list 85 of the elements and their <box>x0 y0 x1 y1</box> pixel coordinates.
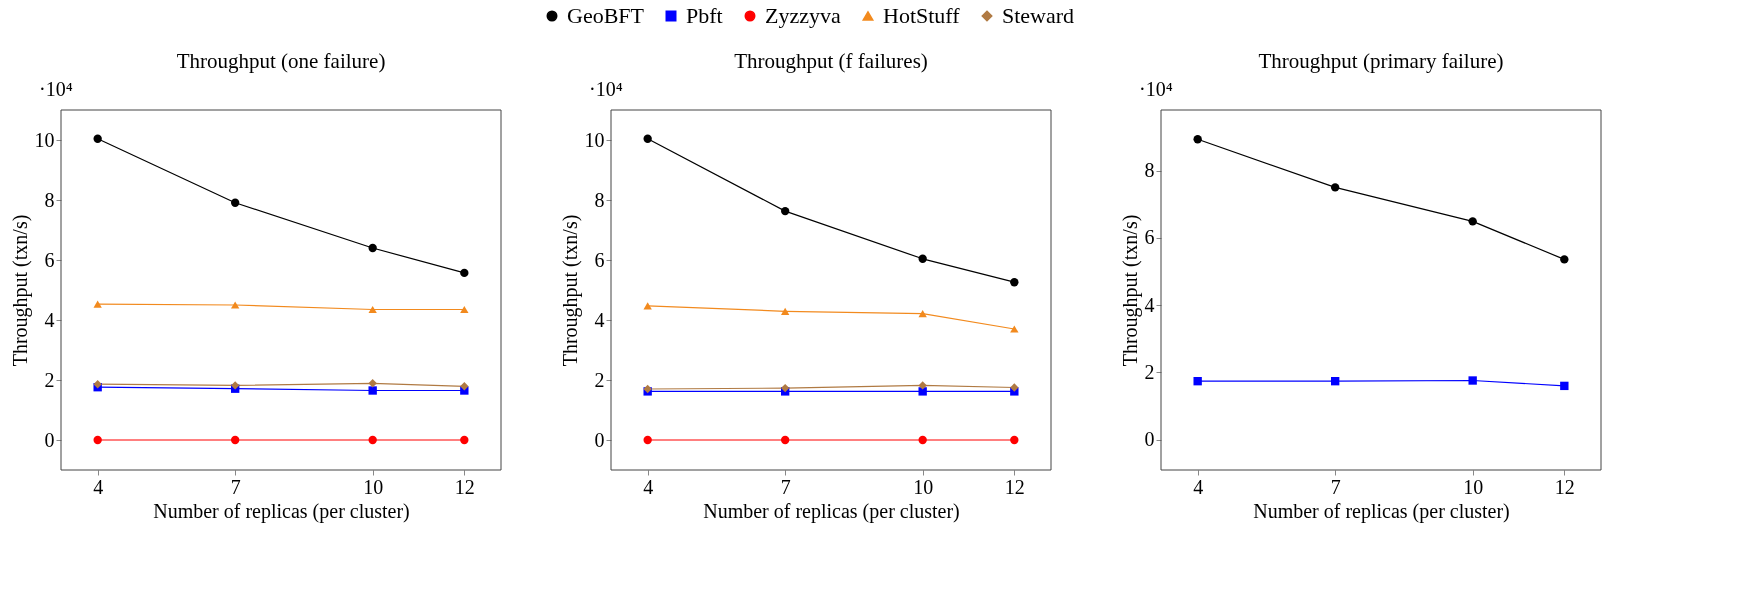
x-tick-label: 7 <box>780 475 791 498</box>
point <box>918 310 927 318</box>
point <box>1468 217 1477 226</box>
point <box>230 435 240 445</box>
x-tick-label: 12 <box>1004 475 1025 498</box>
y-tick-label: 4 <box>44 308 55 331</box>
point <box>780 435 790 445</box>
point <box>643 302 652 310</box>
point <box>230 198 240 207</box>
x-axis-title: Number of replicas (per cluster) <box>153 499 410 523</box>
point <box>1560 381 1569 391</box>
y-tick-label: 2 <box>594 368 605 391</box>
point <box>460 305 469 314</box>
y-tick-label: 8 <box>44 188 55 211</box>
legend-label: Pbft <box>686 3 723 28</box>
y-tick-label: 8 <box>594 188 605 211</box>
x-axis-title: Number of replicas (per cluster) <box>703 499 960 523</box>
y-tick-label: 0 <box>1144 428 1155 451</box>
point <box>918 387 927 396</box>
point <box>1010 278 1019 287</box>
text: ·10⁴ <box>589 78 623 100</box>
y-tick-label: 10 <box>584 128 605 151</box>
point <box>918 254 927 263</box>
point <box>780 307 790 315</box>
point <box>368 435 377 445</box>
point <box>230 301 240 309</box>
y-axis-title: Throughput (txn/s) <box>1118 214 1142 367</box>
x-tick-label: 12 <box>1554 475 1575 498</box>
point <box>1193 135 1202 144</box>
y-tick-label: 0 <box>44 428 55 451</box>
y-tick-label: 2 <box>44 368 55 391</box>
y-axis-title: Throughput (txn/s) <box>8 214 32 367</box>
point <box>368 386 377 395</box>
y-tick-label: 4 <box>594 308 605 331</box>
y-tick-label: 2 <box>1144 360 1155 383</box>
point <box>93 134 102 143</box>
y-tick-label: 6 <box>44 248 55 271</box>
point <box>780 383 790 393</box>
point <box>93 300 102 308</box>
x-tick-label: 10 <box>913 475 934 498</box>
x-axis-title: Number of replicas (per cluster) <box>1253 499 1510 523</box>
x-tick-label: 12 <box>454 475 475 498</box>
point <box>368 243 377 253</box>
legend-label: HotStuff <box>883 3 961 28</box>
point <box>918 435 927 445</box>
point <box>918 381 927 390</box>
chart-title: Throughput (one failure) <box>176 49 386 73</box>
legend-label: Steward <box>1002 3 1075 28</box>
point <box>643 134 652 143</box>
point <box>368 379 377 388</box>
chart-title: Throughput (primary failure) <box>1258 49 1504 73</box>
point <box>1010 383 1019 392</box>
chart-title: Throughput (f failures) <box>734 49 928 73</box>
point <box>368 305 377 314</box>
point <box>460 435 469 445</box>
y-tick-label: 0 <box>594 428 605 451</box>
y-tick-label: 4 <box>1144 293 1155 316</box>
text: ·10⁴ <box>39 78 73 100</box>
point <box>1560 255 1569 264</box>
x-tick-label: 7 <box>1330 475 1341 498</box>
text: ·10⁴ <box>1139 78 1173 100</box>
y-tick-label: 6 <box>1144 226 1155 249</box>
point <box>1193 376 1202 386</box>
x-tick-label: 4 <box>93 475 104 498</box>
x-tick-label: 10 <box>363 475 384 498</box>
point <box>1330 376 1340 386</box>
y-tick-label: 8 <box>1144 159 1155 182</box>
point <box>1010 435 1019 445</box>
point <box>780 206 790 216</box>
point <box>643 435 652 445</box>
y-tick-label: 6 <box>594 248 605 271</box>
x-tick-label: 7 <box>230 475 241 498</box>
x-tick-label: 4 <box>643 475 654 498</box>
legend-label: Zyzzyva <box>765 3 841 28</box>
point <box>460 382 469 391</box>
point <box>460 268 469 278</box>
y-axis-title: Throughput (txn/s) <box>558 214 582 367</box>
point <box>1330 183 1340 192</box>
y-tick-label: 10 <box>34 128 55 151</box>
x-tick-label: 10 <box>1463 475 1484 498</box>
point <box>93 435 102 445</box>
x-tick-label: 4 <box>1193 475 1204 498</box>
legend-label: GeoBFT <box>567 3 645 28</box>
point <box>1468 376 1477 385</box>
point <box>1010 325 1019 333</box>
